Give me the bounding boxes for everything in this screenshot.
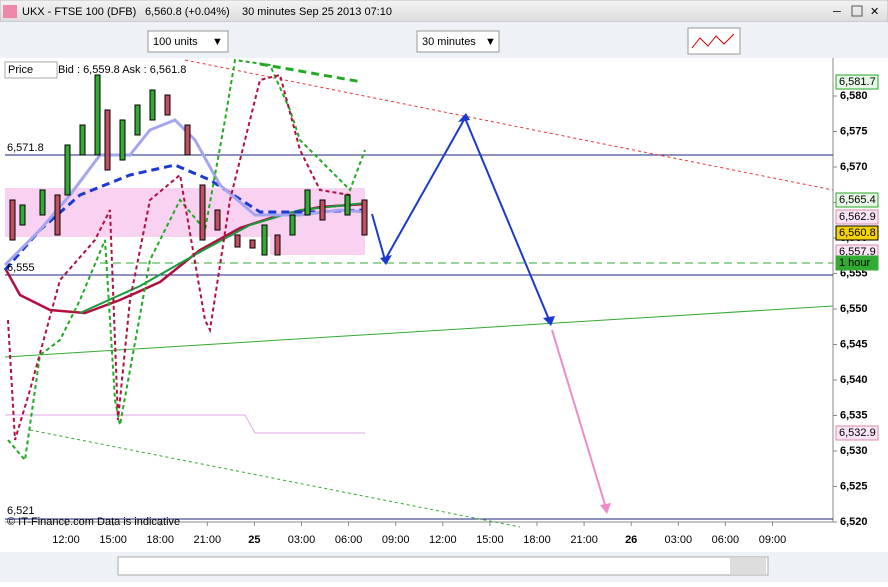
level-label: 6,521 xyxy=(7,505,35,517)
svg-text:▼: ▼ xyxy=(212,36,223,48)
window-title: UKX - FTSE 100 (DFB) xyxy=(22,6,136,18)
window-price: 6,560.8 (+0.04%) xyxy=(145,6,230,18)
arrowhead xyxy=(458,113,470,122)
time-axis-label: 18:00 xyxy=(146,534,174,546)
candles xyxy=(9,74,368,256)
time-axis-label: 15:00 xyxy=(476,534,504,546)
indicator xyxy=(7,73,351,441)
price-box xyxy=(835,74,879,90)
icon xyxy=(3,5,17,18)
close[interactable]: ✕ xyxy=(870,6,879,18)
window-datetime: Sep 25 2013 07:10 xyxy=(299,6,392,18)
price-axis-label: 6,575 xyxy=(840,125,868,137)
envelope xyxy=(5,414,365,434)
price-axis-label: 6,545 xyxy=(840,338,868,350)
price-axis-label: 6,525 xyxy=(840,480,868,492)
arrowhead xyxy=(543,316,555,326)
price-axis-label: 6,520 xyxy=(840,516,868,528)
scrollbar[interactable] xyxy=(117,556,769,576)
chart-area xyxy=(0,58,888,552)
time-axis-label: 12:00 xyxy=(52,534,80,546)
units-text: 100 units xyxy=(153,36,198,48)
arrowhead xyxy=(380,255,392,265)
indicator xyxy=(259,62,363,84)
time-axis-label: 21:00 xyxy=(194,534,222,546)
units-select[interactable]: 100 units ▼ xyxy=(147,30,229,53)
price-axis-label: 6,570 xyxy=(840,161,868,173)
price-box xyxy=(835,225,879,241)
trend-line xyxy=(29,429,521,528)
time-axis-label: 25 xyxy=(248,534,260,546)
window-interval: 30 minutes xyxy=(242,6,296,18)
zone xyxy=(270,224,365,255)
price-axis-label: 6,540 xyxy=(840,374,868,386)
chart-tools-button[interactable] xyxy=(687,27,741,55)
price-box xyxy=(835,425,879,441)
trend-line xyxy=(184,59,834,191)
time-axis-label: 06:00 xyxy=(335,534,363,546)
minimize[interactable]: ─ xyxy=(832,6,841,18)
price-label: Price xyxy=(8,64,33,76)
price-box xyxy=(835,209,879,225)
price-box-label: 1 hour xyxy=(839,257,871,269)
bid-ask: Bid : 6,559.8 Ask : 6,561.8 xyxy=(58,64,186,76)
time-axis-label: 12:00 xyxy=(429,534,457,546)
time-axis-label: 09:00 xyxy=(759,534,787,546)
indicator xyxy=(7,58,366,463)
price-axis-label: 6,535 xyxy=(840,409,868,421)
time-axis-label: 26 xyxy=(625,534,637,546)
price-box-label: 6,560.8 xyxy=(839,227,876,239)
price-box xyxy=(835,192,879,208)
price-axis-label: 6,550 xyxy=(840,303,868,315)
timeframe-select[interactable]: 30 minutes ▼ xyxy=(416,30,500,53)
price-box-label: 6,562.9 xyxy=(839,211,876,223)
time-axis-label: 03:00 xyxy=(665,534,693,546)
time-axis-label: 21:00 xyxy=(570,534,598,546)
arrowhead xyxy=(600,503,611,514)
time-axis-label: 03:00 xyxy=(288,534,316,546)
level-label: 6,571.8 xyxy=(7,142,44,154)
price-box-label: 6,581.7 xyxy=(839,76,876,88)
time-axis-label: 18:00 xyxy=(523,534,551,546)
svg-text:▼: ▼ xyxy=(485,36,496,48)
price-box xyxy=(835,255,879,271)
timeframe-text: 30 minutes xyxy=(422,36,476,48)
trend-line xyxy=(4,305,834,358)
tool-icon xyxy=(691,33,735,49)
footer: © IT-Finance.com Data is indicative xyxy=(7,516,180,528)
time-axis-label: 06:00 xyxy=(712,534,740,546)
level-label: 6,555 xyxy=(7,262,35,274)
time-axis-label: 09:00 xyxy=(382,534,410,546)
price-button[interactable] xyxy=(4,61,58,79)
projection-arrow xyxy=(371,115,551,323)
time-axis-label: 15:00 xyxy=(99,534,127,546)
price-box-label: 6,532.9 xyxy=(839,427,876,439)
price-box-label: 6,557.9 xyxy=(839,246,876,258)
maximize[interactable] xyxy=(851,5,863,17)
price-axis-label: 6,580 xyxy=(840,90,868,102)
moving-average xyxy=(3,163,366,271)
price-box-label: 6,565.4 xyxy=(839,194,876,206)
price-axis-label: 6,530 xyxy=(840,445,868,457)
projection-arrow xyxy=(551,329,607,509)
scroll-thumb[interactable] xyxy=(730,558,766,574)
